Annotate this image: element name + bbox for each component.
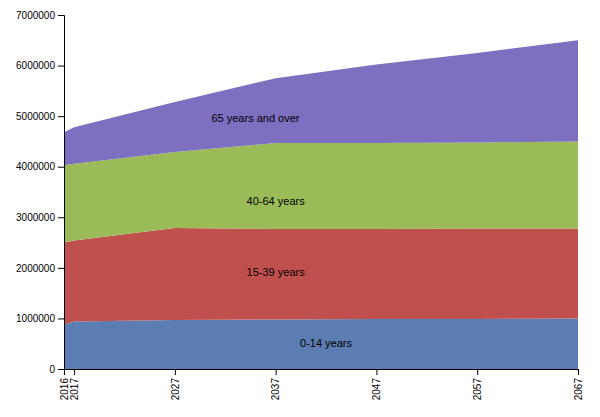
plot-area: 2016201720272037204720572067010000002000… bbox=[16, 10, 584, 401]
y-tick-label: 6000000 bbox=[16, 60, 55, 71]
y-tick-label: 5000000 bbox=[16, 111, 55, 122]
x-tick-mark bbox=[477, 369, 478, 375]
x-tick: 2037 bbox=[270, 369, 281, 400]
area-layer bbox=[64, 228, 578, 325]
y-tick-mark bbox=[58, 268, 64, 269]
x-tick-mark bbox=[376, 369, 377, 375]
y-tick: 7000000 bbox=[16, 10, 64, 21]
x-tick-label: 2067 bbox=[573, 378, 584, 401]
x-tick-label: 2037 bbox=[270, 378, 281, 401]
y-tick: 5000000 bbox=[16, 111, 64, 122]
y-tick-label: 3000000 bbox=[16, 212, 55, 223]
areas bbox=[64, 40, 578, 369]
x-axis: 2016201720272037204720572067 bbox=[59, 369, 584, 400]
x-tick-label: 2017 bbox=[69, 378, 80, 401]
annotation: 15-39 years bbox=[247, 266, 306, 278]
y-tick: 2000000 bbox=[16, 263, 64, 274]
x-tick: 2057 bbox=[472, 369, 483, 400]
x-tick-mark bbox=[175, 369, 176, 375]
y-tick: 0 bbox=[49, 364, 64, 375]
y-tick: 3000000 bbox=[16, 212, 64, 223]
y-tick-mark bbox=[58, 15, 64, 16]
annotations: 0-14 years 15-39 years 40-64 years 65 years… bbox=[211, 112, 352, 350]
y-tick-label: 2000000 bbox=[16, 263, 55, 274]
chart-svg: 2016201720272037204720572067010000002000… bbox=[0, 0, 600, 417]
y-tick-label: 7000000 bbox=[16, 10, 55, 21]
annotation: 65 years and over bbox=[211, 112, 299, 124]
y-tick-label: 0 bbox=[49, 364, 55, 375]
y-axis: 0 1000000 2000000 3000000 4000000 5000000 6000… bbox=[16, 10, 64, 375]
x-tick-label: 2027 bbox=[170, 378, 181, 401]
x-tick-mark bbox=[276, 369, 277, 375]
y-tick-mark bbox=[58, 318, 64, 319]
y-tick: 6000000 bbox=[16, 60, 64, 71]
y-axis-line bbox=[58, 16, 65, 370]
x-tick: 2047 bbox=[371, 369, 382, 400]
y-tick-mark bbox=[58, 217, 64, 218]
y-tick-mark bbox=[58, 116, 64, 117]
x-tick-mark bbox=[578, 369, 579, 375]
chart-container: 2016201720272037204720572067010000002000… bbox=[0, 0, 600, 417]
y-tick: 4000000 bbox=[16, 161, 64, 172]
y-tick: 1000000 bbox=[16, 313, 64, 324]
annotation: 0-14 years bbox=[300, 337, 352, 349]
x-tick-label: 2057 bbox=[472, 378, 483, 401]
area-layer bbox=[64, 141, 578, 242]
x-tick: 2027 bbox=[170, 369, 181, 400]
area-layer bbox=[64, 40, 578, 165]
x-tick: 2067 bbox=[573, 369, 584, 400]
x-tick-mark bbox=[74, 369, 75, 375]
annotation: 40-64 years bbox=[247, 195, 306, 207]
y-tick-label: 1000000 bbox=[16, 313, 55, 324]
x-tick-label: 2047 bbox=[371, 378, 382, 401]
y-tick-mark bbox=[58, 66, 64, 67]
x-axis-line bbox=[65, 370, 579, 376]
x-tick: 2017 bbox=[69, 369, 80, 400]
y-tick-mark bbox=[58, 167, 64, 168]
area-layer bbox=[64, 318, 578, 369]
y-tick-mark bbox=[58, 369, 64, 370]
y-tick-label: 4000000 bbox=[16, 161, 55, 172]
